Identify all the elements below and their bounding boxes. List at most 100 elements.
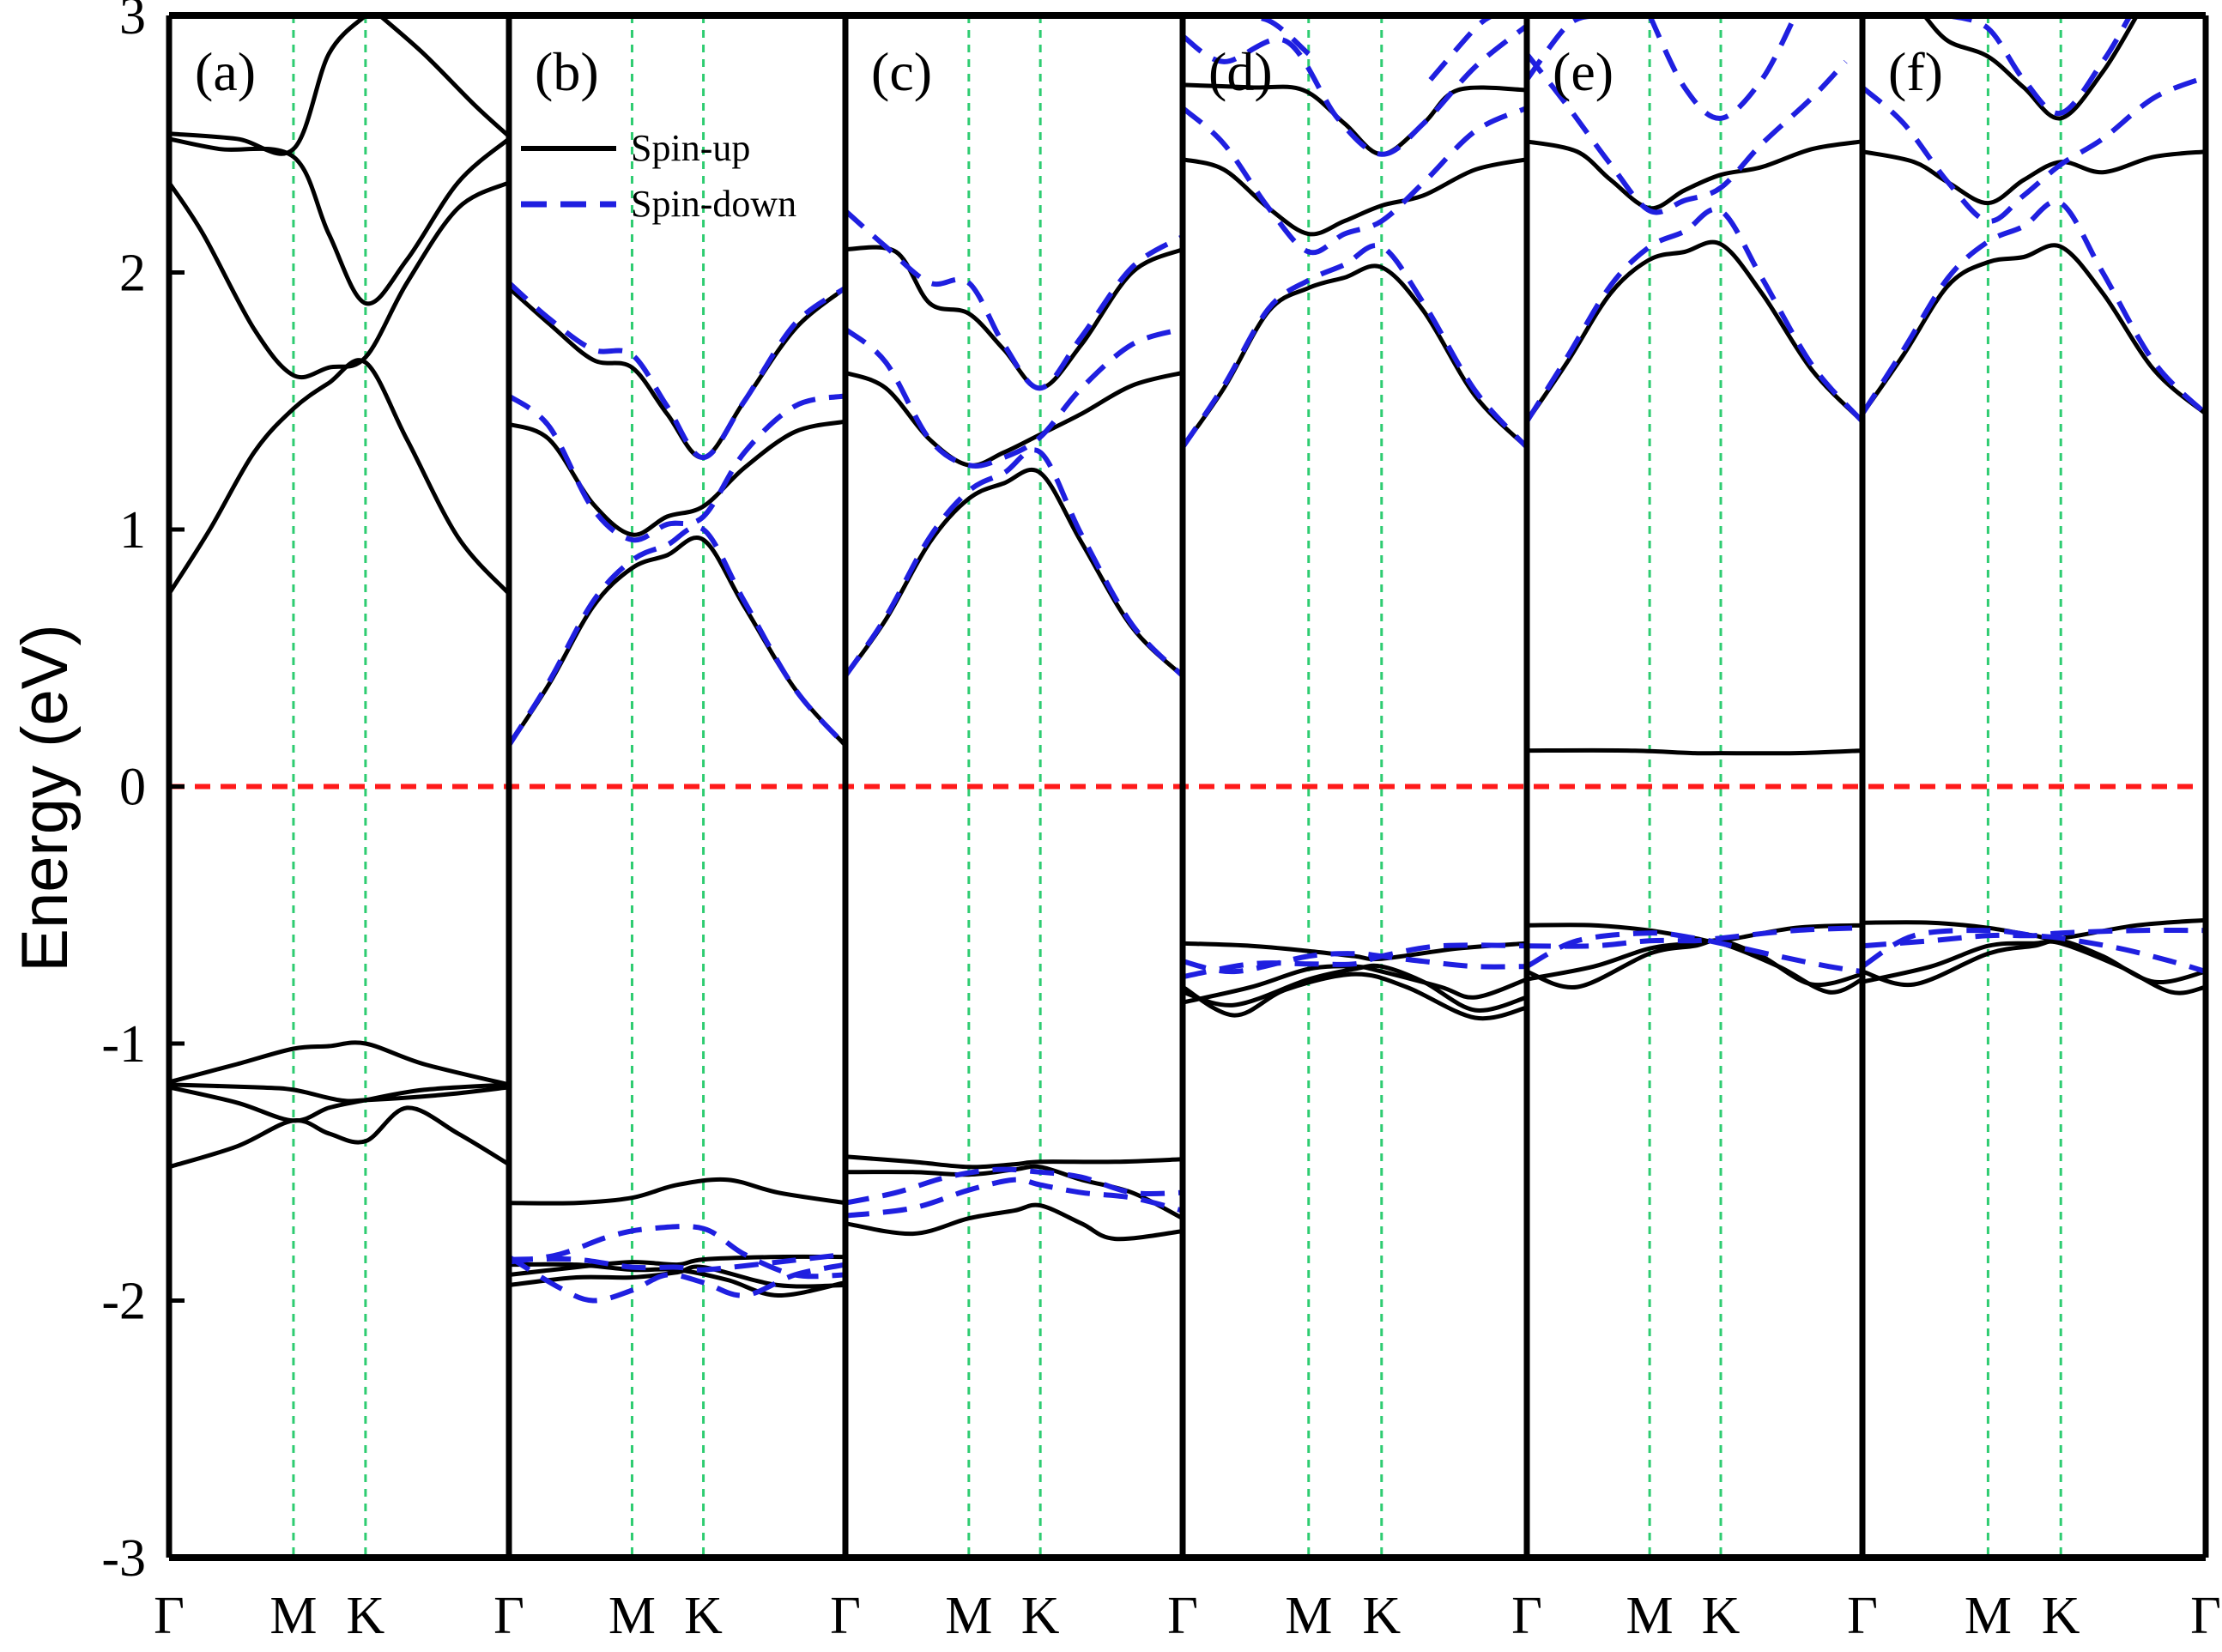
spin-up-band-9 [1526, 939, 1864, 995]
spin-down-band-10 [845, 1177, 1184, 1219]
spin-down-band-10 [1862, 927, 2207, 949]
legend: Spin-up Spin-down [521, 127, 796, 225]
spin-up-band-6 [1526, 747, 1863, 756]
panel-label: (e) [1553, 41, 1614, 102]
panel-label: (f) [1888, 41, 1943, 102]
panel-label: (b) [535, 41, 599, 102]
x-tick-label: Γ [493, 1587, 524, 1645]
spin-down-band-3 [1524, 52, 1848, 215]
x-tick-label: M [269, 1587, 317, 1645]
spin-up-band-11 [1181, 971, 1528, 1021]
spin-up-band-8 [168, 1082, 510, 1104]
x-tick-label: Γ [2190, 1587, 2221, 1645]
spin-down-band-5 [844, 209, 1184, 391]
spin-up-band-4 [1182, 82, 1528, 157]
spin-down-band-13 [1182, 942, 1528, 980]
spin-up-band-4 [1922, 14, 2140, 121]
panel-c: (c) [843, 15, 1185, 1558]
x-tick-label: K [684, 1587, 723, 1645]
spin-down-band-11 [508, 1224, 846, 1280]
panel-e: (e) [1524, 13, 1865, 1558]
spin-up-band-7 [845, 1202, 1184, 1242]
x-tick-label: Γ [1847, 1587, 1878, 1645]
panel-label: (a) [195, 41, 256, 102]
panel-label: (c) [871, 41, 932, 102]
spin-up-band-2 [508, 419, 846, 537]
spin-up-band-1 [166, 180, 511, 380]
spin-down-band-1 [843, 447, 1185, 678]
spin-down-band-11 [1526, 925, 1863, 949]
spin-up-band-10 [1182, 964, 1528, 1005]
spin-down-band-3 [844, 326, 1184, 469]
spin-up-band-0 [166, 358, 511, 596]
spin-down-band-5 [506, 281, 847, 461]
spin-up-band-0 [1524, 239, 1864, 423]
x-tick-label: M [945, 1587, 992, 1645]
y-axis-title: Energy (eV) [9, 624, 82, 972]
x-tick-label: K [2042, 1587, 2080, 1645]
y-tick-label: 3 [119, 0, 146, 45]
spin-down-band-1 [1180, 243, 1529, 450]
spin-up-band-7 [508, 1264, 846, 1289]
spin-down-band-12 [1182, 951, 1528, 975]
spin-down-band-10 [507, 1255, 846, 1304]
spin-up-band-0 [1180, 263, 1529, 449]
x-tick-label: Γ [830, 1587, 861, 1645]
spin-down-band-7 [1428, 13, 1494, 82]
x-tick-label: M [1626, 1587, 1674, 1645]
spin-up-band-0 [1860, 243, 2207, 416]
spin-up-band-2 [168, 136, 511, 306]
spin-up-band-2 [1862, 149, 2207, 206]
legend-spin-down-label: Spin-down [631, 183, 796, 225]
spin-up-band-2 [845, 370, 1184, 468]
panel-d: (d) [1180, 13, 1529, 1558]
x-tick-label: Γ [1167, 1587, 1198, 1645]
spin-down-band-1 [506, 524, 848, 747]
spin-up-band-7 [1862, 938, 2207, 988]
x-tick-label: M [1285, 1587, 1332, 1645]
panel-label: (d) [1208, 41, 1273, 102]
x-tick-label: M [608, 1587, 656, 1645]
panel-a: (a) [166, 14, 511, 1558]
y-tick-label: -2 [101, 1273, 146, 1331]
spin-down-band-3 [1181, 106, 1529, 256]
spin-up-band-0 [506, 536, 847, 747]
spin-up-band-4 [378, 14, 511, 138]
y-tick-label: -3 [101, 1529, 146, 1588]
spin-down-band-9 [1861, 928, 2207, 974]
spin-down-band-5 [1947, 13, 2133, 116]
panel-f: (f) [1860, 13, 2208, 1558]
panels-layer: (a) (b) (c) (d) (e) (f) [166, 13, 2208, 1558]
spin-up-band-4 [507, 286, 847, 460]
spin-down-band-10 [1525, 930, 1863, 975]
spin-down-band-3 [1861, 75, 2207, 224]
x-tick-label: Γ [1511, 1587, 1542, 1645]
spin-down-band-1 [1860, 198, 2208, 416]
y-tick-label: 0 [119, 759, 146, 817]
spin-down-band-9 [845, 1166, 1184, 1206]
spin-up-band-6 [168, 1082, 510, 1123]
spin-up-band-5 [168, 1105, 511, 1170]
spin-down-band-1 [1524, 206, 1865, 424]
y-tick-label: 1 [119, 501, 146, 560]
panel-b: (b) [506, 15, 848, 1558]
spin-up-band-6 [845, 1154, 1184, 1170]
spin-up-band-6 [508, 1177, 846, 1206]
y-ticks: 3 2 1 0 -1 -2 -3 [101, 0, 185, 1588]
spin-up-band-8 [1862, 939, 2207, 995]
legend-spin-up-label: Spin-up [631, 127, 750, 169]
spin-down-band-5 [1647, 14, 1798, 121]
spin-down-band-12 [508, 1251, 846, 1273]
spin-up-band-8 [845, 1164, 1184, 1220]
spin-down-band-5 [1181, 23, 1529, 157]
spin-up-band-8 [1182, 941, 1528, 962]
x-tick-label: K [346, 1587, 384, 1645]
y-tick-label: -1 [101, 1015, 146, 1074]
x-tick-label: M [1965, 1587, 2012, 1645]
spin-up-band-0 [843, 467, 1184, 678]
x-tick-label: K [1362, 1587, 1401, 1645]
spin-up-band-3 [168, 14, 367, 156]
y-tick-label: 2 [119, 245, 146, 303]
